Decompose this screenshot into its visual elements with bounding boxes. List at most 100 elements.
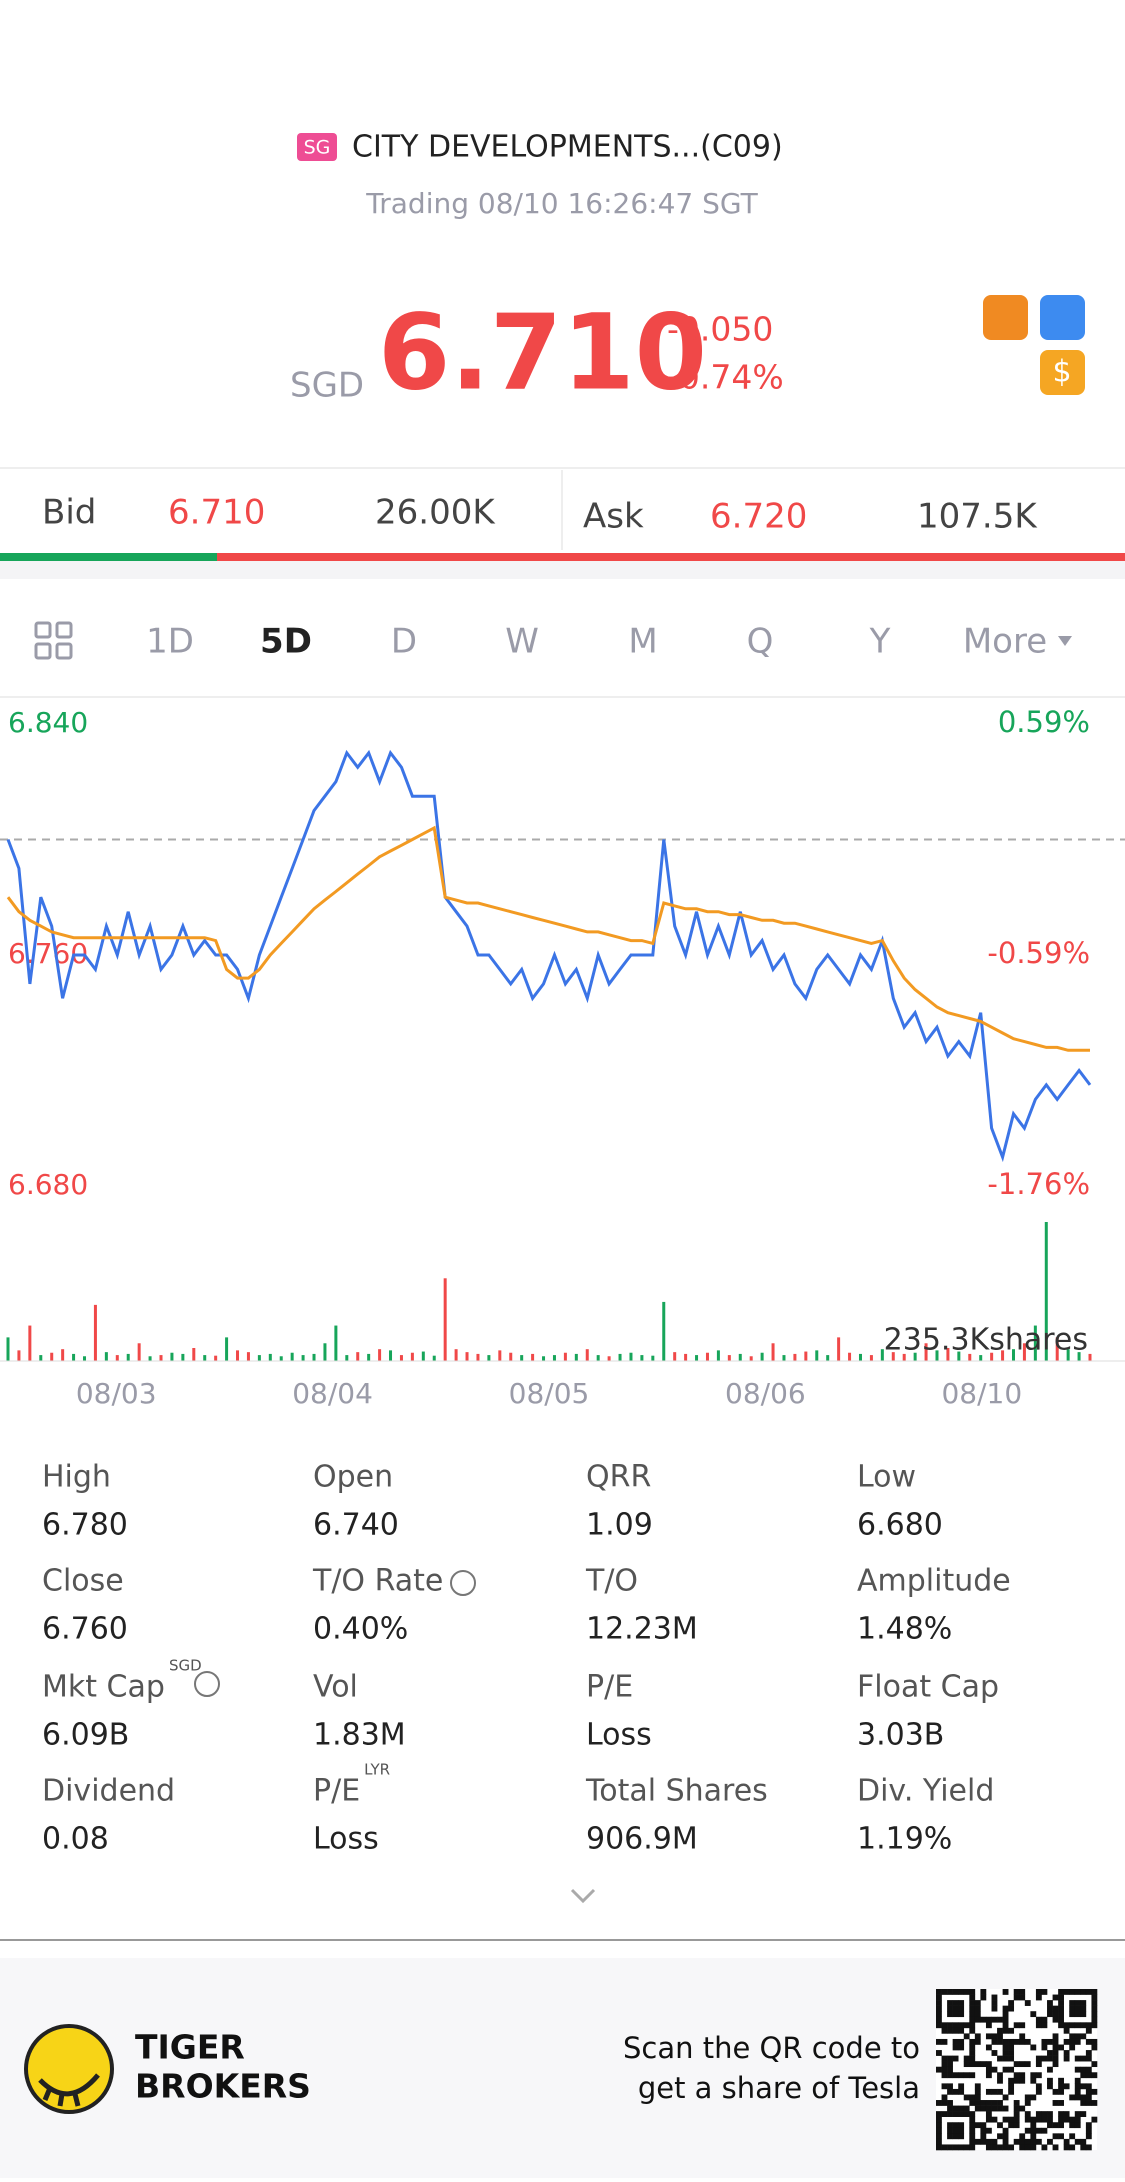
qr-cell (1074, 2111, 1081, 2117)
qr-cell (1019, 2138, 1026, 2145)
qr-cell (969, 2038, 976, 2045)
qr-cell (963, 2105, 970, 2112)
volume-bar (246, 1352, 250, 1361)
qr-cell (1052, 2133, 1059, 2140)
title: CITY DEVELOPMENTS...(C09) (352, 130, 783, 165)
tab[interactable]: W (505, 622, 539, 662)
qr-cell (1080, 2066, 1087, 2073)
volume-bar (323, 1343, 327, 1361)
qr-cell (1019, 2033, 1026, 2040)
qr-cell (1013, 1994, 1020, 2001)
qr-cell (1058, 2122, 1064, 2129)
qr-cell (1063, 2144, 1070, 2151)
qr-cell (1008, 2122, 1015, 2129)
qr-cell (1080, 2138, 1087, 2145)
qr-cell (997, 2016, 1003, 2023)
volume-bar (93, 1304, 97, 1361)
qr-cell (1074, 2122, 1081, 2129)
qr-cell (1091, 2005, 1098, 2012)
qr-cell (1013, 1989, 1020, 1995)
pct-tick-label: -1.76% (987, 1167, 1090, 1201)
qr-cell (1058, 2022, 1064, 2029)
qr-cell (1058, 2044, 1064, 2051)
tab[interactable]: 5D (260, 622, 312, 662)
icon[interactable] (983, 295, 1028, 340)
qr-cell (1091, 2061, 1098, 2068)
volume-bar (236, 1350, 240, 1361)
qr-cell (985, 2072, 992, 2079)
qr-cell (1085, 2072, 1092, 2079)
bid-price: 6.710 (168, 493, 265, 533)
qr-cell (1047, 2116, 1053, 2123)
qr-cell (1074, 2033, 1081, 2040)
qr-cell (1024, 2116, 1031, 2123)
stat-label: Vol (313, 1670, 358, 1705)
qr-cell (936, 2022, 942, 2029)
qr-cell (941, 2144, 948, 2151)
qr-cell (980, 2016, 987, 2023)
qr-cell (1058, 2088, 1064, 2095)
qr-cell (985, 2061, 992, 2068)
info-icon[interactable] (194, 1671, 220, 1697)
info-icon[interactable] (450, 1570, 476, 1596)
qr-cell (963, 2144, 970, 2151)
tab[interactable]: Q (747, 622, 774, 662)
stat-value: 6.09B (42, 1718, 129, 1753)
qr-cell (974, 2100, 981, 2106)
stat-value: 3.03B (857, 1718, 944, 1753)
qr-cell (941, 2094, 948, 2101)
qr-cell (969, 2094, 976, 2101)
qr-cell (1085, 2088, 1092, 2095)
qr-cell (991, 2066, 998, 2073)
volume-bar (705, 1352, 709, 1361)
volume-bar (1066, 1349, 1070, 1361)
volume-bar (367, 1353, 371, 1361)
stat-value: Loss (313, 1822, 379, 1857)
qr-cell (1008, 2116, 1015, 2123)
tab[interactable]: M (628, 622, 657, 662)
qr-code (936, 1989, 1098, 2151)
ask-size: 107.5K (917, 497, 1038, 537)
qr-cell (985, 2033, 992, 2040)
qr-cell (980, 2100, 987, 2106)
tab[interactable]: D (391, 622, 417, 662)
stat-sup: SGD (169, 1657, 202, 1675)
layout-icon[interactable] (34, 621, 73, 660)
ask-label: Ask (583, 497, 644, 537)
qr-cell (1035, 1989, 1042, 1995)
change-pct: -0.74% (667, 358, 784, 397)
qr-cell (997, 2072, 1003, 2079)
volume-bar (170, 1352, 174, 1361)
ask-bar (217, 553, 1125, 561)
stat-value: 906.9M (586, 1822, 698, 1857)
qr-cell (1047, 2138, 1053, 2145)
volume-label: 235.3Kshares (884, 1323, 1088, 1358)
qr-cell (1052, 1994, 1059, 2001)
volume-bar (509, 1352, 513, 1361)
icon[interactable] (1040, 350, 1085, 395)
qr-cell (941, 2061, 948, 2068)
qr-cell (969, 2122, 976, 2129)
qr-cell (941, 2055, 948, 2062)
qr-cell (947, 2066, 953, 2073)
tab[interactable]: 1D (146, 622, 194, 662)
qr-cell (947, 2133, 953, 2140)
volume-bar (410, 1352, 414, 1361)
qr-cell (952, 2088, 959, 2095)
qr-cell (1052, 2055, 1059, 2062)
volume-bar (334, 1325, 338, 1361)
qr-cell (1002, 2133, 1009, 2140)
qr-cell (969, 2072, 976, 2079)
qr-cell (1041, 2055, 1048, 2062)
qr-cell (1085, 2127, 1092, 2134)
tab[interactable]: Y (869, 622, 891, 662)
icon[interactable] (1040, 295, 1085, 340)
expand[interactable] (570, 1888, 596, 1904)
qr-cell (1030, 2127, 1037, 2134)
qr-cell (936, 2016, 942, 2023)
logo-stripes (38, 2073, 100, 2107)
tab[interactable]: More (963, 622, 1047, 662)
qr-cell (952, 2000, 959, 2006)
qr-cell (991, 2144, 998, 2151)
pct-tick-label: -0.59% (987, 936, 1090, 970)
